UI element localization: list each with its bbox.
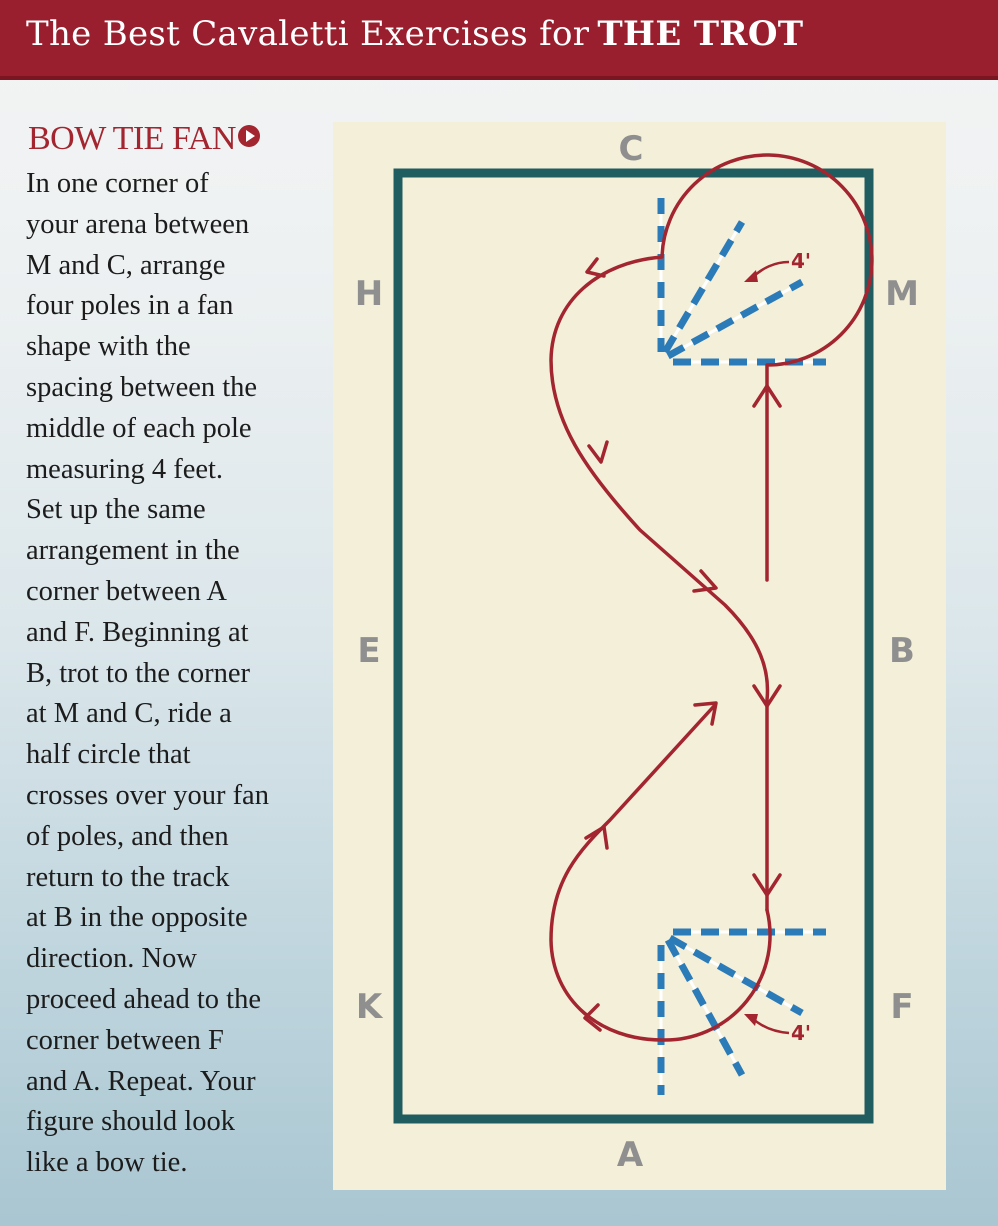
instruction-line: Set up the same bbox=[26, 494, 206, 526]
callout-line bbox=[751, 260, 790, 279]
spacing-callout-bottom: 4' bbox=[744, 1014, 811, 1045]
spacing-callout-top: 4' bbox=[744, 249, 811, 282]
arrow-left-icon bbox=[585, 257, 606, 278]
bottom-pole-fan bbox=[657, 928, 826, 1095]
instruction-line: middle of each pole bbox=[26, 412, 252, 444]
arena-letter-m: M bbox=[885, 274, 919, 314]
callout-line bbox=[751, 1017, 790, 1035]
riding-path bbox=[549, 153, 874, 1042]
callout-arrow-icon bbox=[744, 1014, 758, 1026]
instruction-line: half circle that bbox=[26, 739, 191, 771]
arena-letter-c: C bbox=[619, 129, 644, 169]
arena-letter-e: E bbox=[357, 631, 380, 671]
arrow-down-icon bbox=[752, 684, 782, 708]
header-title-emphasis: THE TROT bbox=[597, 14, 804, 54]
instruction-line: spacing between the bbox=[26, 371, 258, 403]
instruction-line: and F. Beginning at bbox=[26, 616, 249, 648]
arena-letter-b: B bbox=[889, 631, 915, 671]
arrow-down-right-icon bbox=[692, 569, 718, 593]
header-banner: The Best Cavaletti Exercises for THE TROT bbox=[0, 0, 998, 80]
header-title-prefix: The Best Cavaletti Exercises for bbox=[26, 14, 590, 54]
path-arrows bbox=[583, 257, 782, 1032]
pole bbox=[666, 278, 804, 360]
arrow-down-right-icon bbox=[587, 440, 609, 464]
diagram-panel bbox=[333, 122, 946, 1190]
instruction-line: at B in the opposite bbox=[26, 902, 248, 934]
instruction-line: figure should look bbox=[26, 1106, 235, 1138]
pole bbox=[664, 938, 746, 1077]
arena-letter-f: F bbox=[890, 987, 913, 1027]
instruction-line: measuring 4 feet. bbox=[26, 453, 224, 485]
instruction-line: four poles in a fan bbox=[26, 290, 234, 322]
top-pole-fan bbox=[657, 198, 826, 366]
instruction-line: proceed ahead to the bbox=[26, 983, 261, 1015]
arena-border bbox=[393, 168, 874, 1124]
header-title: The Best Cavaletti Exercises for THE TROT bbox=[26, 14, 803, 54]
instruction-line: corner between F bbox=[26, 1024, 224, 1056]
spacing-label-bottom: 4' bbox=[791, 1021, 811, 1045]
instruction-line: crosses over your fan bbox=[26, 779, 269, 811]
section-title-text: BOW TIE FAN bbox=[28, 120, 236, 157]
arrow-up-icon bbox=[752, 384, 782, 408]
callout-arrow-icon bbox=[744, 270, 758, 282]
instruction-line: B, trot to the corner bbox=[26, 657, 250, 689]
play-circle-icon bbox=[237, 125, 260, 147]
instruction-line: In one corner of bbox=[26, 168, 209, 199]
pole-stripe bbox=[666, 939, 744, 1076]
pole bbox=[668, 934, 804, 1017]
arrow-left-icon bbox=[583, 1003, 602, 1032]
arena-letter-a: A bbox=[617, 1135, 644, 1175]
pole-stripe bbox=[663, 221, 744, 353]
instruction-line: return to the track bbox=[26, 861, 230, 893]
instruction-line: direction. Now bbox=[26, 943, 197, 975]
pole-stripe bbox=[669, 936, 803, 1015]
arena-letter-k: K bbox=[356, 987, 384, 1027]
section-title: BOW TIE FAN bbox=[28, 120, 260, 158]
arrow-up-right-icon bbox=[693, 701, 718, 726]
instruction-line: like a bow tie. bbox=[26, 1147, 188, 1179]
instruction-line: at M and C, ride a bbox=[26, 698, 232, 730]
instruction-line: shape with the bbox=[26, 331, 191, 363]
instruction-line: your arena between bbox=[26, 208, 250, 240]
instruction-line: corner between A bbox=[26, 575, 227, 607]
spacing-label-top: 4' bbox=[791, 249, 811, 273]
instructions-text: In one corner of your arena between M an… bbox=[26, 164, 326, 1184]
instruction-line: and A. Repeat. Your bbox=[26, 1065, 256, 1097]
instruction-line: of poles, and then bbox=[26, 820, 229, 852]
arrow-down-icon bbox=[752, 873, 782, 897]
instruction-line: arrangement in the bbox=[26, 535, 240, 567]
arena-letter-h: H bbox=[355, 274, 383, 314]
arrow-up-right-icon bbox=[584, 825, 609, 850]
pole-stripe bbox=[667, 280, 803, 358]
pole bbox=[661, 220, 746, 354]
instruction-line: M and C, arrange bbox=[26, 249, 226, 281]
